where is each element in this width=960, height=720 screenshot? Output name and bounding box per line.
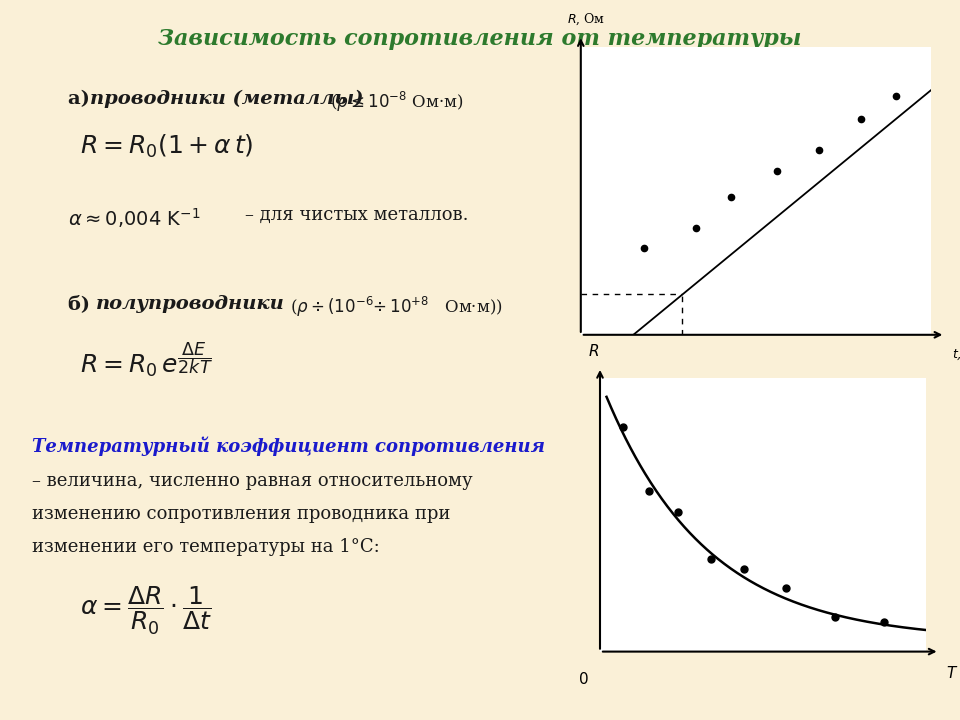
Text: $T$: $T$ [946,665,958,681]
Text: изменению сопротивления проводника при: изменению сопротивления проводника при [32,505,450,523]
Text: а): а) [68,90,97,108]
Text: $t$, °C: $t$, °C [952,346,960,361]
Text: $R = R_0(1 + \alpha\, t)$: $R = R_0(1 + \alpha\, t)$ [80,133,253,161]
Text: ($\rho{\leq}10^{-8}$ Ом·м): ($\rho{\leq}10^{-8}$ Ом·м) [330,90,464,114]
Text: Температурный коэффициент сопротивления: Температурный коэффициент сопротивления [32,437,545,456]
Text: б): б) [68,295,97,313]
Text: $0$: $0$ [578,671,589,687]
Text: ($\rho \div (10^{-6}{\div}\,10^{+8}$   Ом·м)): ($\rho \div (10^{-6}{\div}\,10^{+8}$ Ом·… [290,295,503,319]
Text: – для чистых металлов.: – для чистых металлов. [245,206,468,224]
Text: проводники (металлы): проводники (металлы) [90,90,364,108]
Text: $R$: $R$ [588,343,599,359]
Text: $\alpha = \dfrac{\Delta R}{R_0} \cdot \dfrac{1}{\Delta t}$: $\alpha = \dfrac{\Delta R}{R_0} \cdot \d… [80,585,212,637]
Text: Зависимость сопротивления от температуры: Зависимость сопротивления от температуры [158,28,802,50]
Text: – величина, численно равная относительному: – величина, численно равная относительно… [32,472,472,490]
Text: $R = R_0\,e^{\dfrac{\Delta E}{2kT}}$: $R = R_0\,e^{\dfrac{\Delta E}{2kT}}$ [80,340,213,379]
Text: полупроводники: полупроводники [96,295,285,313]
Text: $\alpha \approx 0{,}004\ \mathrm{K}^{-1}$: $\alpha \approx 0{,}004\ \mathrm{K}^{-1}… [68,206,201,230]
Text: $R$, Ом: $R$, Ом [566,12,605,27]
Text: изменении его температуры на 1°С:: изменении его температуры на 1°С: [32,538,380,556]
